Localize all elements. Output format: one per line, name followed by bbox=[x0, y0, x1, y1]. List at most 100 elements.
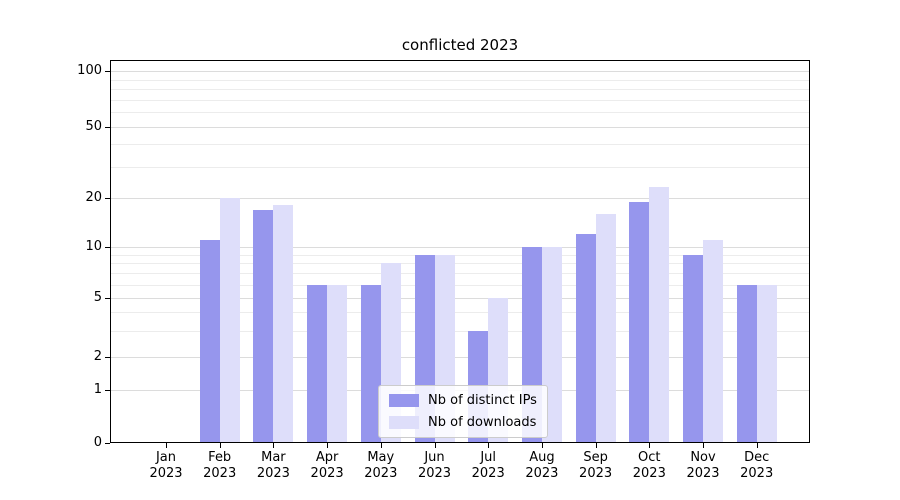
x-tick-mark bbox=[273, 443, 275, 448]
legend-label: Nb of downloads bbox=[428, 415, 537, 430]
x-tick-label-month: Jul bbox=[480, 450, 497, 465]
x-tick-label-month: Feb bbox=[208, 450, 232, 465]
x-tick-label-year: 2023 bbox=[525, 466, 559, 481]
x-tick-label: Feb 2023 bbox=[194, 450, 246, 482]
y-tick-mark bbox=[105, 390, 110, 391]
legend-swatch-downloads bbox=[389, 416, 419, 429]
x-tick-mark bbox=[327, 443, 329, 448]
bar-distinct-ips bbox=[629, 201, 650, 443]
x-tick-label: Apr 2023 bbox=[301, 450, 353, 482]
x-tick-label-year: 2023 bbox=[632, 466, 666, 481]
x-tick-label-year: 2023 bbox=[256, 466, 290, 481]
major-gridline bbox=[110, 357, 810, 358]
y-tick-label: 0 bbox=[93, 435, 102, 450]
x-tick-mark bbox=[434, 443, 436, 448]
bar-distinct-ips bbox=[307, 284, 328, 443]
minor-gridline bbox=[110, 273, 810, 275]
x-tick-mark bbox=[166, 443, 167, 448]
x-tick-label: Aug 2023 bbox=[516, 450, 568, 482]
y-tick-label: 1 bbox=[93, 382, 102, 397]
legend-label: Nb of distinct IPs bbox=[428, 393, 537, 408]
y-tick-label: 5 bbox=[93, 290, 102, 305]
bar-downloads bbox=[219, 198, 240, 443]
x-tick-mark bbox=[488, 443, 490, 448]
major-gridline bbox=[110, 198, 810, 199]
x-tick-label: May 2023 bbox=[355, 450, 407, 482]
legend-swatch-distinct-ips bbox=[389, 394, 419, 407]
x-tick-mark bbox=[756, 443, 758, 448]
plot-area: Nb of distinct IPs Nb of downloads bbox=[110, 60, 810, 443]
minor-gridline bbox=[110, 144, 810, 146]
x-tick-mark bbox=[219, 443, 221, 448]
minor-gridline bbox=[110, 254, 810, 256]
minor-gridline bbox=[110, 330, 810, 332]
y-tick-label: 20 bbox=[85, 190, 102, 205]
bar-distinct-ips bbox=[253, 209, 274, 443]
x-tick-label-month: Jun bbox=[424, 450, 445, 465]
x-tick-mark bbox=[541, 443, 543, 448]
bar-distinct-ips bbox=[199, 240, 220, 443]
y-tick-mark bbox=[105, 127, 110, 128]
x-tick-label-year: 2023 bbox=[579, 466, 613, 481]
x-tick-label-month: Nov bbox=[690, 450, 716, 465]
bar-distinct-ips bbox=[360, 284, 381, 443]
y-tick-label: 100 bbox=[77, 63, 102, 78]
bar-downloads bbox=[756, 284, 777, 443]
minor-gridline bbox=[110, 99, 810, 101]
major-gridline bbox=[110, 127, 810, 128]
x-tick-label: Sep 2023 bbox=[570, 450, 622, 482]
legend-row: Nb of downloads bbox=[389, 415, 537, 430]
x-tick-label-month: Sep bbox=[583, 450, 608, 465]
legend-row: Nb of distinct IPs bbox=[389, 393, 537, 408]
bar-distinct-ips bbox=[736, 284, 757, 443]
x-tick-label-month: Mar bbox=[261, 450, 286, 465]
x-tick-label-month: May bbox=[367, 450, 395, 465]
minor-gridline bbox=[110, 79, 810, 81]
y-tick-mark bbox=[105, 247, 110, 248]
x-tick-label: Jan 2023 bbox=[140, 450, 192, 482]
x-tick-label-year: 2023 bbox=[740, 466, 774, 481]
x-tick-label: Mar 2023 bbox=[247, 450, 299, 482]
major-gridline bbox=[110, 298, 810, 299]
x-tick-mark bbox=[595, 443, 597, 448]
bar-downloads bbox=[703, 240, 723, 443]
bar-distinct-ips bbox=[683, 254, 703, 443]
minor-gridline bbox=[110, 263, 810, 265]
x-tick-label: Jun 2023 bbox=[409, 450, 461, 482]
y-tick-mark bbox=[105, 357, 110, 358]
y-tick-label: 2 bbox=[93, 349, 102, 364]
x-tick-label: Jul 2023 bbox=[462, 450, 514, 482]
x-tick-label: Dec 2023 bbox=[731, 450, 783, 482]
bar-downloads bbox=[327, 284, 348, 443]
x-tick-label-month: Jan bbox=[155, 450, 177, 465]
major-gridline bbox=[110, 247, 810, 248]
x-tick-label-year: 2023 bbox=[471, 466, 505, 481]
y-tick-label: 10 bbox=[85, 239, 102, 254]
y-tick-mark bbox=[105, 71, 110, 72]
bar-downloads bbox=[595, 213, 616, 443]
x-tick-label-month: Aug bbox=[529, 450, 555, 465]
bar-distinct-ips bbox=[575, 234, 596, 443]
minor-gridline bbox=[110, 112, 810, 114]
minor-gridline bbox=[110, 89, 810, 91]
minor-gridline bbox=[110, 312, 810, 314]
minor-gridline bbox=[110, 166, 810, 168]
bar-downloads bbox=[649, 187, 670, 443]
x-tick-label-year: 2023 bbox=[364, 466, 398, 481]
y-tick-mark bbox=[105, 443, 110, 444]
x-tick-mark bbox=[649, 443, 651, 448]
major-gridline bbox=[110, 71, 810, 72]
x-tick-label-month: Oct bbox=[638, 450, 661, 465]
x-tick-label-year: 2023 bbox=[417, 466, 452, 481]
bar-downloads bbox=[273, 205, 294, 443]
x-tick-label: Oct 2023 bbox=[623, 450, 675, 482]
x-tick-mark bbox=[380, 443, 382, 448]
x-tick-label-month: Apr bbox=[315, 450, 339, 465]
x-tick-label-month: Dec bbox=[744, 450, 770, 465]
y-tick-label: 50 bbox=[85, 119, 102, 134]
minor-gridline bbox=[110, 284, 810, 286]
x-tick-label-year: 2023 bbox=[686, 466, 720, 481]
